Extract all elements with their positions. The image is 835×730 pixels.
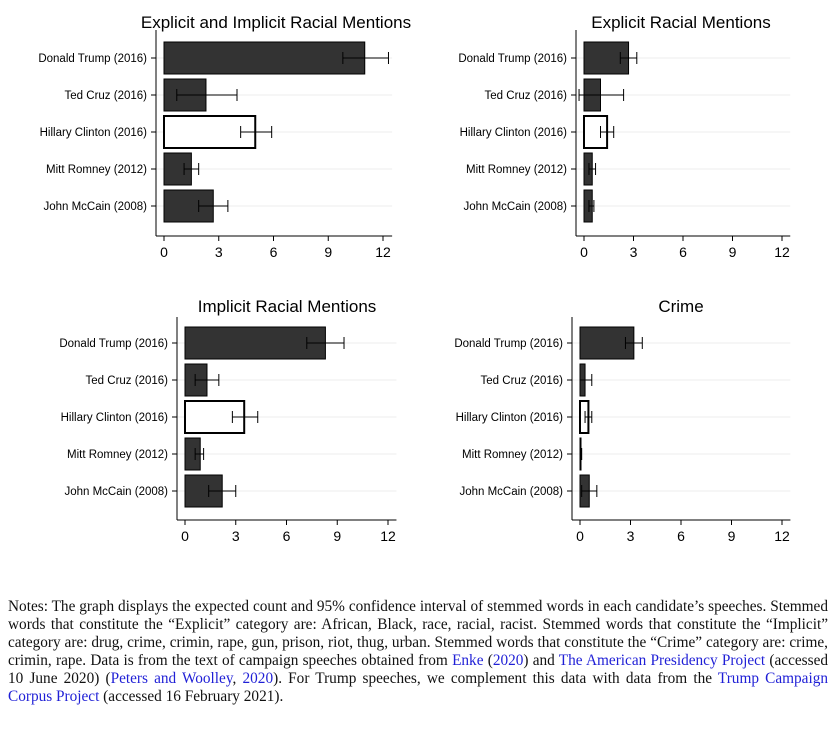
x-tick-label: 3 <box>215 244 223 260</box>
x-tick-label: 0 <box>181 528 189 544</box>
category-label: Mitt Romney (2012) <box>466 164 567 176</box>
x-tick-label: 0 <box>580 244 588 260</box>
chart-title: Explicit and Implicit Racial Mentions <box>141 13 411 32</box>
category-label: Hillary Clinton (2016) <box>460 127 568 139</box>
chart-title: Explicit Racial Mentions <box>591 13 771 32</box>
x-tick-label: 9 <box>728 528 736 544</box>
figure-notes: Notes: The graph displays the expected c… <box>8 598 828 706</box>
chart-title: Implicit Racial Mentions <box>198 297 377 316</box>
category-label: Donald Trump (2016) <box>458 53 567 65</box>
notes-text: , <box>232 670 243 687</box>
notes-text: ) and <box>523 652 559 669</box>
x-tick-label: 12 <box>380 528 396 544</box>
bar <box>184 400 246 434</box>
x-tick-label: 3 <box>627 528 635 544</box>
x-tick-label: 6 <box>270 244 278 260</box>
chart-figure: Explicit and Implicit Racial Mentions Don… <box>38 13 791 544</box>
category-label: John McCain (2008) <box>463 201 567 213</box>
category-label: Mitt Romney (2012) <box>462 449 563 461</box>
x-tick-label: 12 <box>774 528 790 544</box>
category-label: Ted Cruz (2016) <box>65 90 148 102</box>
category-label: John McCain (2008) <box>459 486 563 498</box>
notes-text: ( <box>483 652 493 669</box>
x-tick-label: 9 <box>324 244 332 260</box>
category-label: Ted Cruz (2016) <box>485 90 568 102</box>
x-tick-label: 0 <box>160 244 168 260</box>
category-label: Ted Cruz (2016) <box>481 375 564 387</box>
link-american-presidency-project[interactable]: The American Presidency Project <box>558 652 766 669</box>
x-tick-label: 12 <box>375 244 391 260</box>
x-tick-label: 12 <box>774 244 790 260</box>
category-label: Hillary Clinton (2016) <box>61 412 169 424</box>
x-tick-label: 6 <box>677 528 685 544</box>
notes-text: ). For Trump speeches, we complement thi… <box>273 670 718 687</box>
bar <box>579 326 635 360</box>
category-label: Donald Trump (2016) <box>454 338 563 350</box>
category-label: John McCain (2008) <box>64 486 168 498</box>
category-label: Mitt Romney (2012) <box>67 449 168 461</box>
chart-title: Crime <box>658 297 703 316</box>
x-tick-label: 9 <box>333 528 341 544</box>
link-trump-campaign-corpus[interactable]: Trump Campaign Corpus Project <box>8 670 829 705</box>
category-label: Donald Trump (2016) <box>38 53 147 65</box>
category-label: John McCain (2008) <box>43 201 147 213</box>
category-label: Hillary Clinton (2016) <box>40 127 148 139</box>
x-tick-label: 6 <box>283 528 291 544</box>
notes-text: (accessed 10 June 2020) ( <box>8 652 829 687</box>
x-tick-label: 6 <box>679 244 687 260</box>
category-label: Mitt Romney (2012) <box>46 164 147 176</box>
link-peters-woolley[interactable]: Peters and Woolley <box>110 670 233 687</box>
x-tick-label: 9 <box>729 244 737 260</box>
bar <box>163 41 366 75</box>
bar <box>184 326 326 360</box>
notes-text: Notes: The graph displays the expected c… <box>8 598 828 669</box>
category-label: Donald Trump (2016) <box>59 338 168 350</box>
link-enke-year[interactable]: 2020 <box>492 652 524 669</box>
x-tick-label: 3 <box>232 528 240 544</box>
x-tick-label: 3 <box>630 244 638 260</box>
category-label: Hillary Clinton (2016) <box>456 412 564 424</box>
x-tick-label: 0 <box>576 528 584 544</box>
link-enke[interactable]: Enke <box>452 652 484 669</box>
link-peters-woolley-year[interactable]: 2020 <box>242 670 274 687</box>
category-label: Ted Cruz (2016) <box>86 375 169 387</box>
notes-text: (accessed 16 February 2021). <box>99 688 284 705</box>
